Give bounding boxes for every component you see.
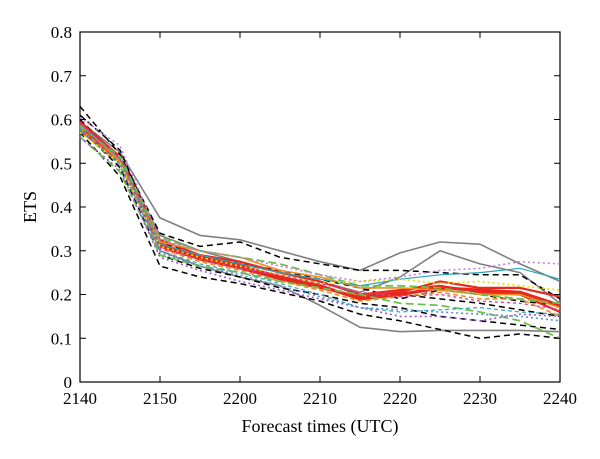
series-line-20	[79, 127, 561, 322]
x-axis-title: Forecast times (UTC)	[242, 416, 399, 437]
y-tick-label: 0.1	[51, 329, 72, 348]
series-line-18	[79, 136, 561, 322]
series-line-22	[79, 123, 561, 311]
series-layer	[78, 105, 561, 340]
series-line-4	[79, 105, 561, 300]
x-tick-label: 2210	[303, 389, 337, 408]
series-line-1	[79, 121, 561, 283]
series-line-12	[79, 123, 561, 309]
series-line-16	[79, 123, 561, 287]
x-tick-label: 2150	[143, 389, 177, 408]
series-line-11	[79, 129, 561, 298]
y-tick-label: 0.6	[51, 111, 72, 130]
plot-area: 2140 2150 2200 2210 2220 2230 2240 00.10.20.30…	[51, 23, 577, 408]
x-tick-label: 2240	[543, 389, 577, 408]
x-tick-label: 2220	[383, 389, 417, 408]
y-tick-label: 0.3	[51, 242, 72, 261]
x-tick-label: 2140	[63, 389, 97, 408]
series-line-19	[79, 116, 561, 283]
plot-frame	[79, 31, 561, 383]
y-tick-label: 0.8	[51, 23, 72, 42]
y-tick-label: 0.7	[51, 67, 73, 86]
series-line-14	[79, 136, 561, 340]
x-tick-label: 2200	[223, 389, 257, 408]
x-axis-ticks: 2140 2150 2200 2210 2220 2230 2240	[63, 32, 577, 408]
series-line-5	[79, 132, 561, 340]
series-line-17	[79, 129, 561, 315]
y-tick-label: 0.4	[51, 198, 73, 217]
y-tick-label: 0	[64, 373, 73, 392]
y-tick-label: 0.5	[51, 154, 72, 173]
x-tick-label: 2230	[463, 389, 497, 408]
y-tick-label: 0.2	[51, 286, 72, 305]
y-axis-title: ETS	[20, 191, 40, 223]
y-axis-ticks: 0 0.1 0.2 0.3 0.4 0.5 0.6 0.7 0.8	[51, 23, 560, 392]
series-line-21	[79, 131, 561, 291]
